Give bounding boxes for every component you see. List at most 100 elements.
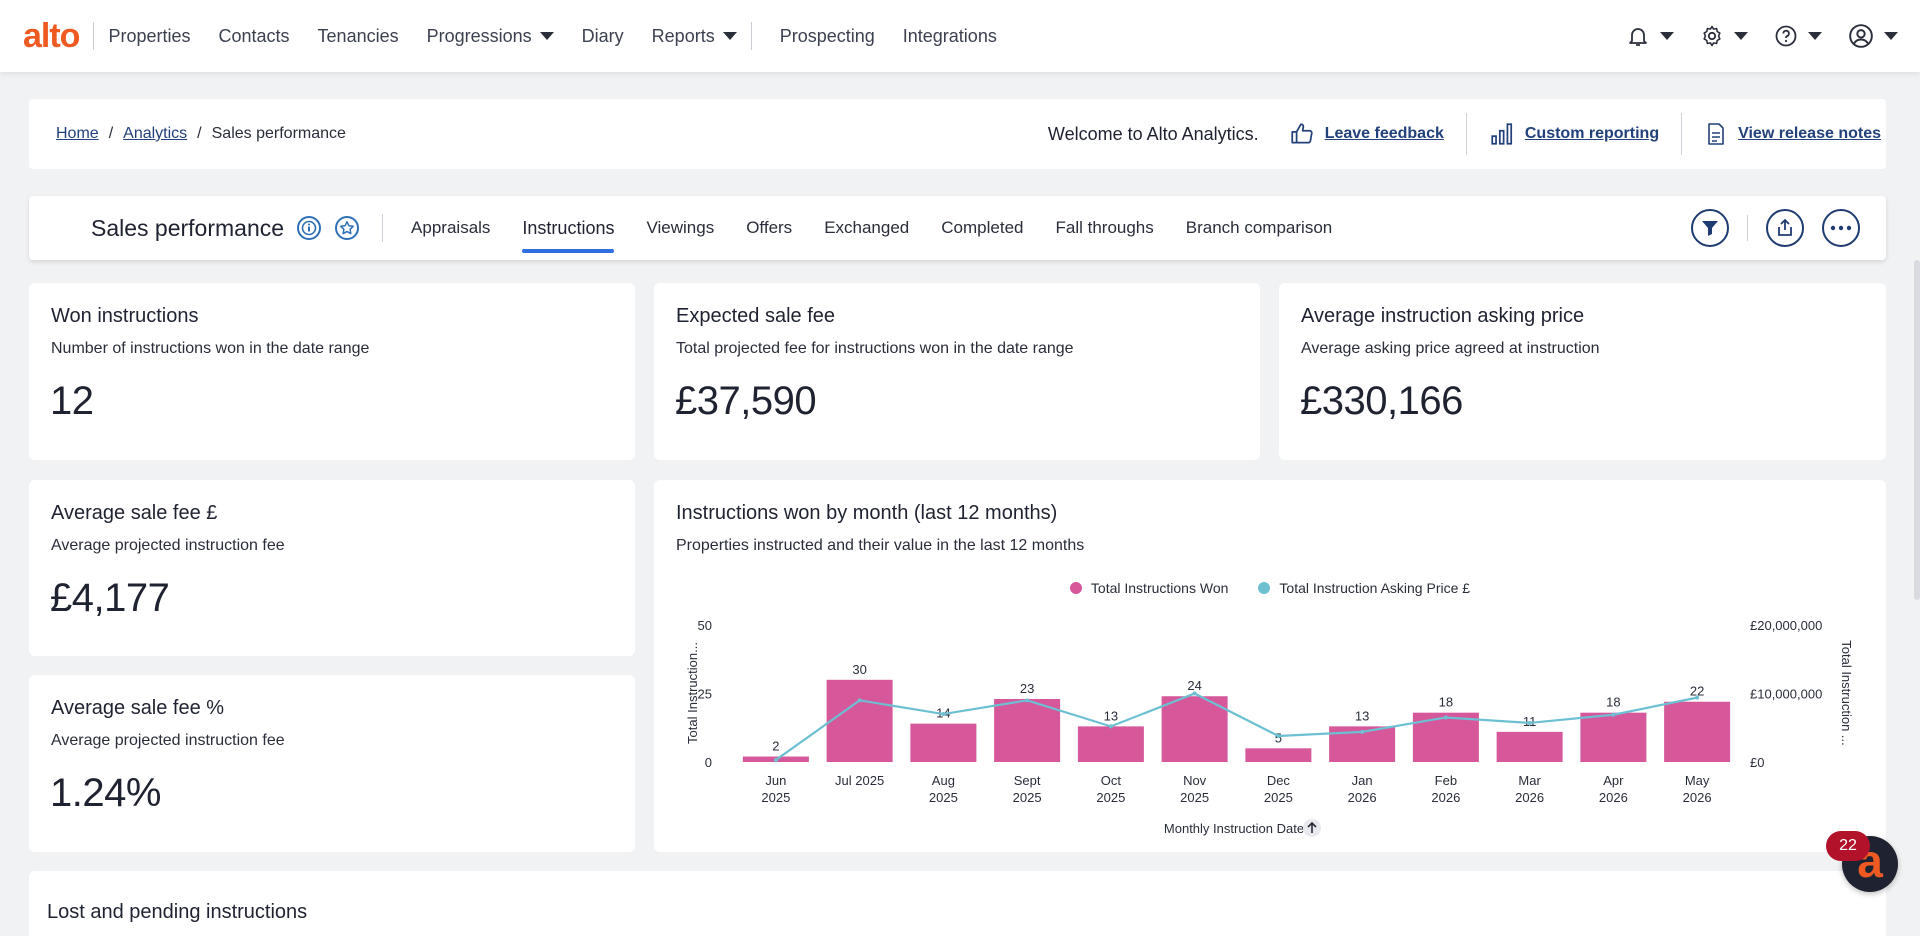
x-tick-label: Aug	[932, 773, 955, 788]
info-icon	[297, 216, 322, 240]
x-tick-label: 2026	[1431, 790, 1460, 805]
card-title: Average sale fee £	[51, 502, 218, 524]
favorite-button[interactable]	[334, 215, 360, 241]
breadcrumb-separator: /	[108, 125, 114, 142]
y2-axis-title: Total Instruction ...	[1839, 640, 1854, 746]
x-axis-title: Monthly Instruction Date	[1164, 821, 1304, 836]
y2-tick-label: £10,000,000	[1750, 687, 1822, 702]
line-point	[1527, 720, 1532, 725]
thumbs-up-icon	[1291, 123, 1313, 144]
divider	[1681, 113, 1683, 155]
x-tick-label: Apr	[1603, 773, 1624, 788]
breadcrumb-actions: Welcome to Alto Analytics. Leave feedbac…	[1048, 99, 1881, 169]
alto-logo[interactable]: alto	[23, 16, 80, 55]
card-title: Lost and pending instructions	[47, 901, 308, 923]
nav-contacts[interactable]: Contacts	[218, 25, 290, 46]
legend-item-asking-price[interactable]: Total Instruction Asking Price £	[1258, 580, 1470, 596]
breadcrumb: Home / Analytics / Sales performance	[56, 125, 346, 143]
release-notes-link[interactable]: View release notes	[1704, 121, 1881, 147]
nav-progressions[interactable]: Progressions	[427, 26, 554, 47]
caret-down-icon	[1660, 32, 1674, 40]
help-menu[interactable]	[1774, 24, 1822, 48]
tab-fall-throughs[interactable]: Fall throughs	[1055, 218, 1154, 237]
filter-icon	[1702, 221, 1718, 236]
chart-bar	[1496, 731, 1563, 762]
nav-tenancies[interactable]: Tenancies	[317, 25, 399, 46]
info-button[interactable]	[296, 215, 322, 241]
x-tick-label: 2026	[1599, 790, 1628, 805]
x-tick-label: 2025	[761, 790, 790, 805]
nav-divider	[93, 22, 95, 50]
bar-data-label: 18	[1439, 695, 1453, 710]
nav-integrations[interactable]: Integrations	[902, 25, 997, 46]
card-title: Average instruction asking price	[1301, 305, 1585, 327]
chart-bar	[1580, 712, 1647, 762]
tab-instructions[interactable]: Instructions	[522, 196, 615, 260]
x-tick-label: 2025	[1013, 790, 1042, 805]
nav-properties[interactable]: Properties	[108, 25, 191, 46]
bell-icon	[1629, 28, 1647, 46]
x-tick-label: 2026	[1348, 790, 1377, 805]
breadcrumb-analytics[interactable]: Analytics	[123, 125, 188, 142]
x-tick-label: 2025	[1096, 790, 1125, 805]
x-tick-label: Nov	[1183, 773, 1207, 788]
x-tick-label: Jul 2025	[835, 773, 884, 788]
breadcrumb-bar: Home / Analytics / Sales performance Wel…	[29, 99, 1886, 169]
card-subtitle: Average asking price agreed at instructi…	[1301, 340, 1600, 357]
nav-prospecting[interactable]: Prospecting	[779, 25, 875, 46]
tab-offers[interactable]: Offers	[746, 218, 793, 237]
chat-notification-badge: 22	[1826, 831, 1870, 861]
tab-exchanged[interactable]: Exchanged	[824, 218, 910, 237]
x-tick-label: 2026	[1683, 790, 1712, 805]
asking-price-line	[775, 692, 1698, 761]
tab-completed[interactable]: Completed	[941, 218, 1024, 237]
chart-bar	[1245, 748, 1312, 762]
x-tick-label: 2025	[1264, 790, 1293, 805]
filter-button[interactable]	[1691, 209, 1729, 247]
card-title: Average sale fee %	[51, 697, 225, 719]
card-subtitle: Properties instructed and their value in…	[676, 537, 1085, 554]
bar-data-label: 2	[772, 739, 779, 754]
page-scrollbar[interactable]	[1914, 260, 1920, 600]
x-tick-label: Jan	[1352, 773, 1373, 788]
settings-menu[interactable]	[1700, 24, 1748, 48]
expected-sale-fee-card: Expected sale fee Total projected fee fo…	[654, 283, 1260, 460]
tab-branch-comparison[interactable]: Branch comparison	[1185, 218, 1333, 237]
x-tick-label: Oct	[1101, 773, 1122, 788]
share-button[interactable]	[1766, 209, 1804, 247]
report-actions	[1691, 196, 1860, 260]
average-sale-fee-card: Average sale fee £ Average projected ins…	[29, 480, 635, 656]
bar-data-label: 23	[1020, 681, 1034, 696]
document-icon	[1708, 123, 1724, 145]
divider	[1747, 215, 1748, 241]
nav-reports[interactable]: Reports	[652, 26, 737, 47]
breadcrumb-separator: /	[197, 125, 202, 142]
legend-dot	[1258, 582, 1271, 594]
nav-diary[interactable]: Diary	[581, 25, 624, 46]
leave-feedback-link[interactable]: Leave feedback	[1289, 121, 1444, 147]
line-point	[1611, 712, 1616, 717]
card-value: £330,166	[1300, 379, 1463, 423]
notifications-menu[interactable]	[1626, 24, 1674, 48]
user-menu[interactable]	[1848, 23, 1898, 49]
bar-data-label: 24	[1187, 678, 1201, 693]
bar-data-label: 18	[1606, 695, 1620, 710]
chart-bar	[1664, 701, 1731, 762]
x-tick-label: Mar	[1518, 773, 1541, 788]
legend-item-instructions[interactable]: Total Instructions Won	[1069, 580, 1228, 596]
more-options-button[interactable]	[1822, 209, 1860, 247]
line-point	[1443, 715, 1448, 720]
y-tick-label: 50	[698, 618, 712, 633]
caret-down-icon	[1884, 32, 1898, 40]
help-icon	[1775, 25, 1797, 47]
breadcrumb-home[interactable]: Home	[56, 125, 99, 142]
y-axis-title: Total Instruction...	[685, 642, 700, 744]
nav-right-icons	[1626, 0, 1898, 72]
tab-viewings[interactable]: Viewings	[646, 218, 715, 237]
chart-bar	[1161, 696, 1228, 762]
custom-reporting-link[interactable]: Custom reporting	[1489, 121, 1659, 147]
legend-dot	[1069, 582, 1082, 594]
instructions-chart-card: Instructions won by month (last 12 month…	[654, 480, 1886, 852]
line-point	[1276, 733, 1281, 738]
tab-appraisals[interactable]: Appraisals	[411, 218, 491, 237]
